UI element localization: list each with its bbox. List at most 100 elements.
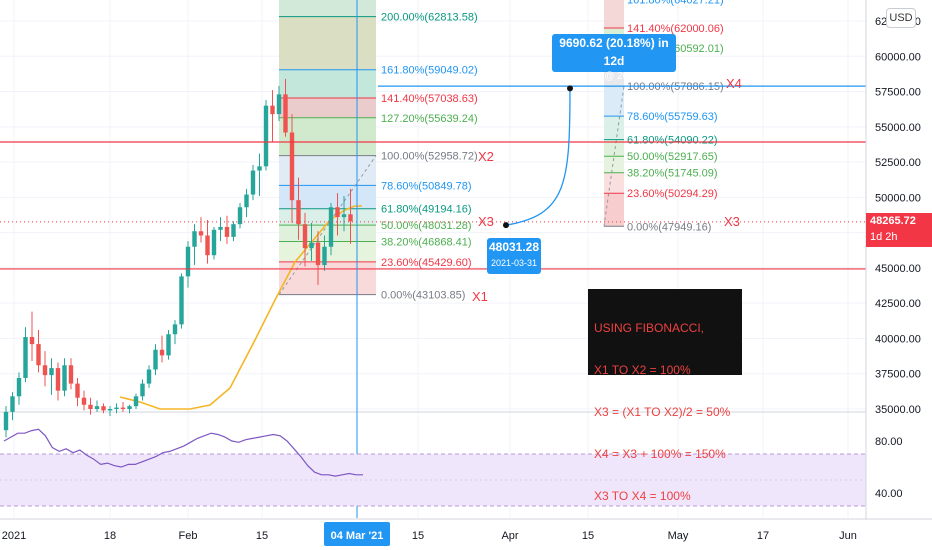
candle-body [75, 383, 80, 398]
time-axis-bg [0, 519, 866, 550]
fib-level-label: 161.80%(64027.21) [627, 0, 724, 6]
marker-label: X3 [478, 214, 494, 229]
time-tick-label: 15 [412, 530, 424, 542]
candle [309, 222, 314, 261]
candle [29, 311, 35, 362]
candle-body [341, 214, 347, 218]
candle-body [10, 396, 15, 412]
candle [140, 379, 145, 401]
projection-start-point[interactable] [503, 222, 509, 229]
fib-level-label: 161.80%(59049.02) [381, 65, 478, 77]
fib-band [279, 261, 376, 295]
marker-label: X3 [724, 214, 740, 229]
candle-body [114, 407, 119, 409]
callout-price: 48031.28 [488, 240, 540, 254]
candle [218, 217, 223, 242]
currency-badge[interactable]: USD [886, 8, 916, 28]
grid [0, 0, 866, 518]
candle-body [23, 337, 28, 378]
time-axis-cursor-tag [324, 522, 390, 546]
candle [49, 358, 54, 395]
candle [296, 177, 301, 240]
candle-body [328, 207, 334, 247]
marker-label: X2 [478, 149, 494, 164]
fib-trend-line [278, 155, 377, 295]
fib-level-label: 0.00%(47949.16) [627, 221, 711, 233]
rsi-tick-label: 40.00 [875, 488, 903, 500]
price-tick-label: 37500.00 [875, 369, 921, 381]
candle [231, 221, 236, 242]
fib-band [604, 0, 624, 29]
candle [192, 224, 197, 266]
candle [335, 193, 340, 236]
fib-band [279, 155, 376, 186]
fib-band [604, 156, 624, 173]
candle-body [179, 276, 184, 325]
time-tick-label: May [668, 530, 689, 542]
time-tick-label: Jun [839, 530, 857, 542]
candle [348, 188, 353, 244]
candle-body [296, 200, 301, 225]
candle [68, 358, 74, 390]
candle-body [127, 406, 132, 409]
candle-body [140, 383, 145, 397]
candle [153, 344, 158, 376]
fib-retracement-right[interactable]: 161.80%(64027.21)141.40%(62000.06)127.20… [603, 0, 724, 233]
projection-end-callout[interactable]: 9690.62 (20.18%) in 12d 57721.90 @ 2021-… [552, 34, 676, 82]
current-price-value: 48265.72 [870, 215, 916, 227]
projection-start-callout[interactable]: 48031.28 2021-03-31 [487, 238, 541, 274]
price-axis-bg [866, 0, 932, 550]
candle-body [81, 397, 87, 405]
candle [36, 329, 41, 373]
candle [42, 351, 48, 387]
fib-level-label: 78.60%(55759.63) [627, 111, 718, 123]
candle [107, 406, 113, 417]
fib-level-label: 100.00%(57886.15) [627, 81, 724, 93]
candle-body [192, 231, 197, 247]
fib-band [279, 117, 376, 156]
candle-body [133, 396, 139, 407]
candle [133, 393, 139, 409]
note-line: X3 TO X4 = 100% [594, 489, 691, 503]
projection-end-point[interactable] [567, 85, 573, 92]
candle-body [42, 365, 48, 376]
fib-level-label: 61.80%(54090.22) [627, 135, 718, 147]
candle-body [172, 324, 178, 335]
candle-body [88, 404, 93, 409]
candle-body [276, 94, 282, 115]
candle [55, 362, 61, 401]
fib-band [604, 193, 624, 227]
candle [120, 401, 126, 412]
candle [289, 114, 295, 223]
candle-body [309, 242, 314, 249]
note-line: X4 = X3 + 100% = 150% [594, 447, 726, 461]
marker-label: X4 [726, 76, 742, 91]
candle-body [198, 231, 204, 236]
callout-headline: 9690.62 (20.18%) in 12d [559, 36, 669, 68]
candle [114, 403, 119, 414]
candle-body [257, 166, 262, 171]
fib-band [279, 241, 376, 262]
candle [322, 235, 327, 271]
time-tick-label: 2021 [2, 530, 26, 542]
candle-body [289, 132, 295, 201]
fib-band [604, 86, 624, 117]
moving-average-curve [119, 205, 362, 410]
price-tick-label: 42500.00 [875, 298, 921, 310]
current-price-countdown: 1d 2h [870, 231, 898, 243]
candle-body [107, 409, 113, 411]
fib-band [279, 0, 376, 17]
candle-body [205, 235, 210, 256]
fib-level-label: 78.60%(50849.78) [381, 180, 472, 192]
price-tick-label: 60000.00 [875, 51, 921, 63]
candle-body [244, 194, 249, 208]
candle [62, 358, 67, 397]
candle-body [49, 368, 54, 376]
candle [10, 392, 15, 421]
fib-retracement-left[interactable]: 200.00%(62813.58) 161.80%(59049.02) 141.40… [278, 0, 478, 302]
price-tick-label: 57500.00 [875, 87, 921, 99]
note-line: USING FIBONACCI, [594, 321, 705, 335]
candle [211, 226, 217, 260]
projection-path[interactable] [356, 0, 573, 518]
